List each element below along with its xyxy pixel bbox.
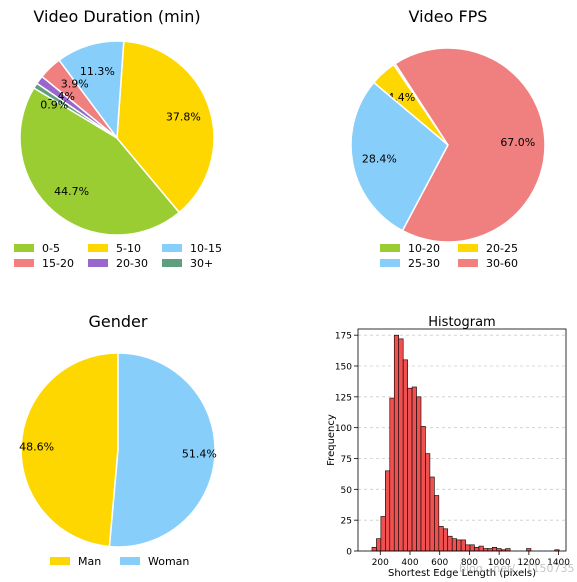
histogram-bar	[398, 338, 404, 552]
legend-label-15-20: 15-20	[42, 257, 74, 270]
pie-slice-30	[32, 82, 118, 139]
legend-label-0-5: 0-5	[42, 242, 60, 255]
pie-slice-25-30	[350, 81, 449, 232]
histogram-bar	[385, 470, 391, 552]
histogram-title: Histogram	[428, 315, 495, 330]
pie-slice-30-60	[394, 47, 546, 243]
legend-label-10-20: 10-20	[408, 242, 440, 255]
x-tick-label: 1200	[517, 558, 540, 568]
slice-percent-label: 67.0%	[500, 136, 535, 149]
histogram-bar	[429, 476, 435, 552]
x-axis-label: Shortest Edge Length (pixels)	[388, 568, 536, 579]
y-tick-label: 175	[335, 332, 352, 342]
watermark-text: ..blog...net/...1150735	[452, 562, 575, 575]
y-tick-label: 25	[341, 517, 352, 527]
x-tick-label: 1000	[488, 558, 511, 568]
x-tick-label: 200	[372, 558, 389, 568]
histogram-bar	[478, 545, 484, 552]
histogram-bar	[416, 396, 422, 552]
y-tick-label: 125	[335, 393, 352, 403]
histogram-bar	[451, 538, 457, 552]
slice-percent-label: 44.7%	[54, 185, 89, 198]
legend-label-woman: Woman	[148, 555, 189, 568]
histogram-bar	[380, 516, 386, 552]
duration-pie-chart: Video Duration (min) 44.7% 37.8% 11.3%3.9% 1…	[14, 7, 222, 270]
edge-length-histogram: 0 25 50 75 100 125 150 175 200 400 600 800 1000 1200 1…	[326, 315, 570, 579]
histogram-bar	[411, 386, 417, 552]
pie-slice-10-15	[58, 40, 125, 141]
x-tick-label: 1400	[547, 558, 570, 568]
legend-label-30: 30+	[190, 257, 213, 270]
legend-swatch-10-15	[162, 244, 182, 252]
legend-swatch-5-10	[88, 244, 108, 252]
histogram-bar	[376, 538, 382, 552]
histogram-bar	[442, 528, 449, 552]
pie-slice-woman	[108, 352, 216, 548]
slice-percent-label: 48.6%	[19, 440, 54, 453]
histogram-bar	[425, 453, 431, 552]
slice-percent-label: 37.8%	[166, 111, 201, 124]
y-tick-label: 100	[335, 424, 352, 434]
legend-swatch-man	[50, 557, 70, 565]
legend-label-man: Man	[78, 555, 101, 568]
plot-frame	[357, 328, 567, 552]
histogram-bar	[474, 546, 480, 552]
histogram-bar	[456, 539, 462, 552]
histogram-bar	[407, 387, 413, 552]
histogram-bar	[371, 546, 377, 552]
legend-swatch-30-60	[458, 259, 478, 267]
y-tick-label: 0	[346, 548, 352, 558]
pie-slice-0-5	[19, 87, 181, 236]
legend-label-20-25: 20-25	[486, 242, 518, 255]
slice-percent-label: 11.3%	[80, 65, 115, 78]
legend-label-20-30: 20-30	[116, 257, 148, 270]
legend-swatch-woman	[120, 557, 140, 565]
slice-percent-label: 28.4%	[362, 152, 397, 165]
legend-swatch-20-30	[88, 259, 108, 267]
fps-pie-chart: Video FPS0.3%4.4%28.4%67.0%10-2020-2525-…	[350, 7, 546, 270]
legend-label-5-10: 5-10	[116, 242, 141, 255]
legend-swatch-0-5	[14, 244, 34, 252]
histogram-bar	[393, 334, 400, 552]
histogram-bar	[465, 544, 471, 552]
histogram-bar	[438, 526, 444, 552]
slice-percent-label: 0.9%	[40, 98, 68, 111]
slice-percent-label: 51.4%	[182, 448, 217, 461]
legend-label-10-15: 10-15	[190, 242, 222, 255]
legend-swatch-10-20	[380, 244, 400, 252]
y-tick-label: 50	[341, 486, 353, 496]
gender-pie-chart: Gender 48.6% 51.4% Man Woman	[19, 312, 217, 568]
video-duration-min-title: Video Duration (min)	[33, 7, 200, 26]
histogram-bar	[492, 546, 498, 552]
legend-label-25-30: 25-30	[408, 257, 440, 270]
histogram-bar	[389, 397, 395, 552]
video-fps-title: Video FPS	[409, 7, 488, 26]
x-tick-label: 400	[401, 558, 418, 568]
legend-label-30-60: 30-60	[486, 257, 518, 270]
slice-percent-label: 3.9%	[61, 78, 89, 91]
histogram-bar	[460, 539, 466, 552]
y-tick-label: 150	[335, 363, 352, 373]
pie-slice-man	[20, 352, 119, 548]
histogram-bar	[402, 359, 408, 552]
histogram-bar	[434, 495, 440, 552]
gender-title: Gender	[89, 312, 148, 331]
x-tick-label: 800	[461, 558, 478, 568]
y-tick-label: 75	[341, 455, 352, 465]
histogram-bar	[447, 535, 453, 552]
legend-swatch-25-30	[380, 259, 400, 267]
histogram-bar	[420, 426, 426, 552]
legend-swatch-30	[162, 259, 182, 267]
pie-slice-5-10	[116, 40, 215, 214]
legend-swatch-15-20	[14, 259, 34, 267]
legend-swatch-20-25	[458, 244, 478, 252]
y-axis-label: Frequency	[326, 414, 337, 466]
histogram-bar	[469, 544, 475, 552]
x-tick-label: 600	[431, 558, 448, 568]
